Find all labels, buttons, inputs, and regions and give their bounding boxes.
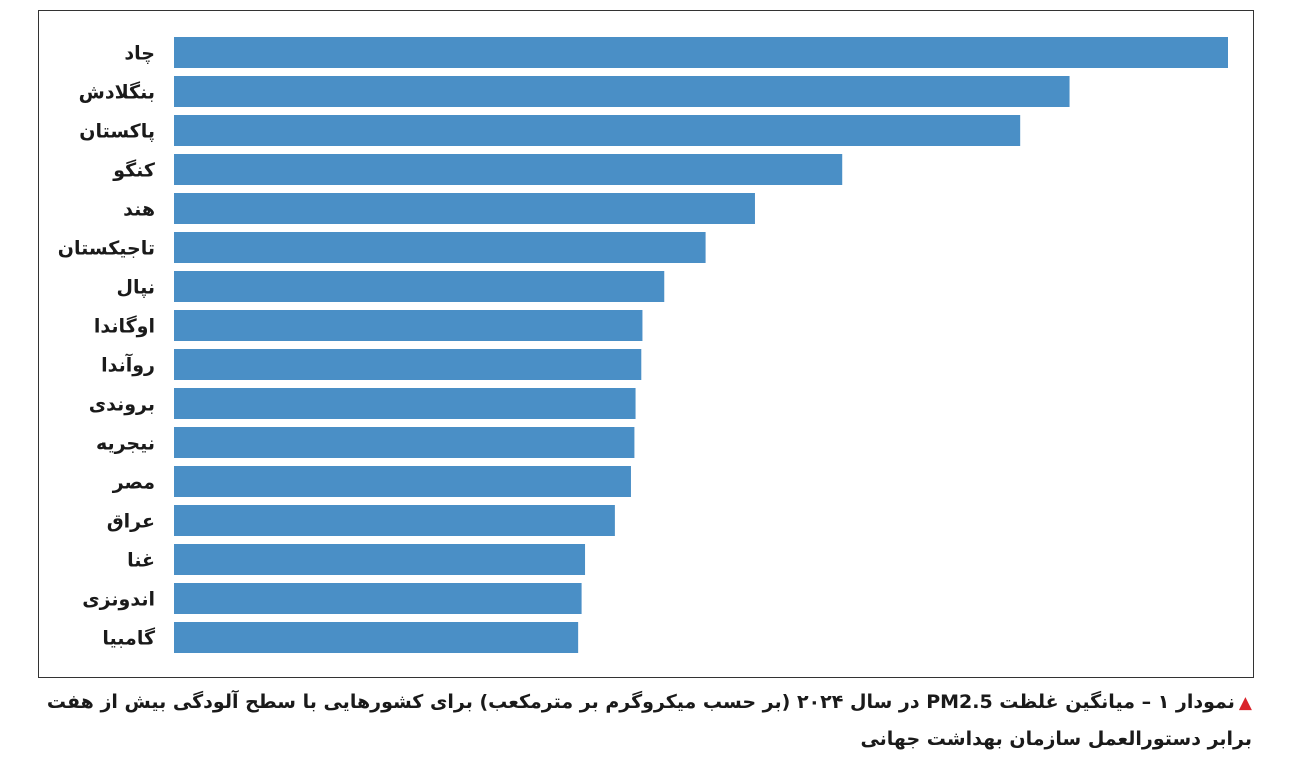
category-labels: چاد بنگلادش پاکستان کنگو هند تاجیکستان نپال اوگ… [58, 43, 156, 650]
category-label: غنا [127, 550, 155, 572]
category-label: نیجریه [96, 433, 155, 455]
category-label: بروندی [89, 394, 155, 416]
category-label: گامبیا [102, 627, 156, 650]
bar [174, 271, 665, 302]
category-label: کنگو [112, 159, 156, 182]
bar [174, 544, 586, 575]
bar [174, 115, 1021, 146]
bar [174, 505, 615, 536]
bar [174, 37, 1228, 68]
bars-layer [174, 37, 1228, 653]
bar [174, 232, 706, 263]
chart-caption: ▲نمودار ۱ – میانگین غلظت PM2.5 در سال ۲۰… [27, 684, 1252, 757]
caption-text: نمودار ۱ – میانگین غلظت PM2.5 در سال ۲۰۲… [46, 691, 1252, 750]
bar [174, 349, 642, 380]
bar [174, 76, 1070, 107]
bar [174, 388, 636, 419]
bar [174, 583, 582, 614]
category-label: تاجیکستان [58, 238, 155, 260]
category-label: چاد [124, 43, 155, 65]
chart-frame: چاد بنگلادش پاکستان کنگو هند تاجیکستان نپال اوگ… [38, 10, 1254, 678]
caption-triangle-icon: ▲ [1238, 693, 1252, 713]
bar [174, 622, 579, 653]
category-label: روآندا [101, 353, 155, 377]
category-label: پاکستان [79, 121, 155, 143]
category-label: اوگاندا [94, 315, 155, 338]
bar [174, 427, 635, 458]
bar [174, 154, 843, 185]
category-label: نپال [116, 277, 155, 299]
bar [174, 193, 755, 224]
category-label: عراق [107, 511, 155, 533]
category-label: هند [123, 199, 155, 221]
bar [174, 310, 643, 341]
bar [174, 466, 631, 497]
category-label: مصر [112, 472, 155, 494]
bar-chart: چاد بنگلادش پاکستان کنگو هند تاجیکستان نپال اوگ… [58, 37, 1228, 653]
category-label: اندونزی [82, 589, 155, 611]
category-label: بنگلادش [79, 81, 155, 104]
